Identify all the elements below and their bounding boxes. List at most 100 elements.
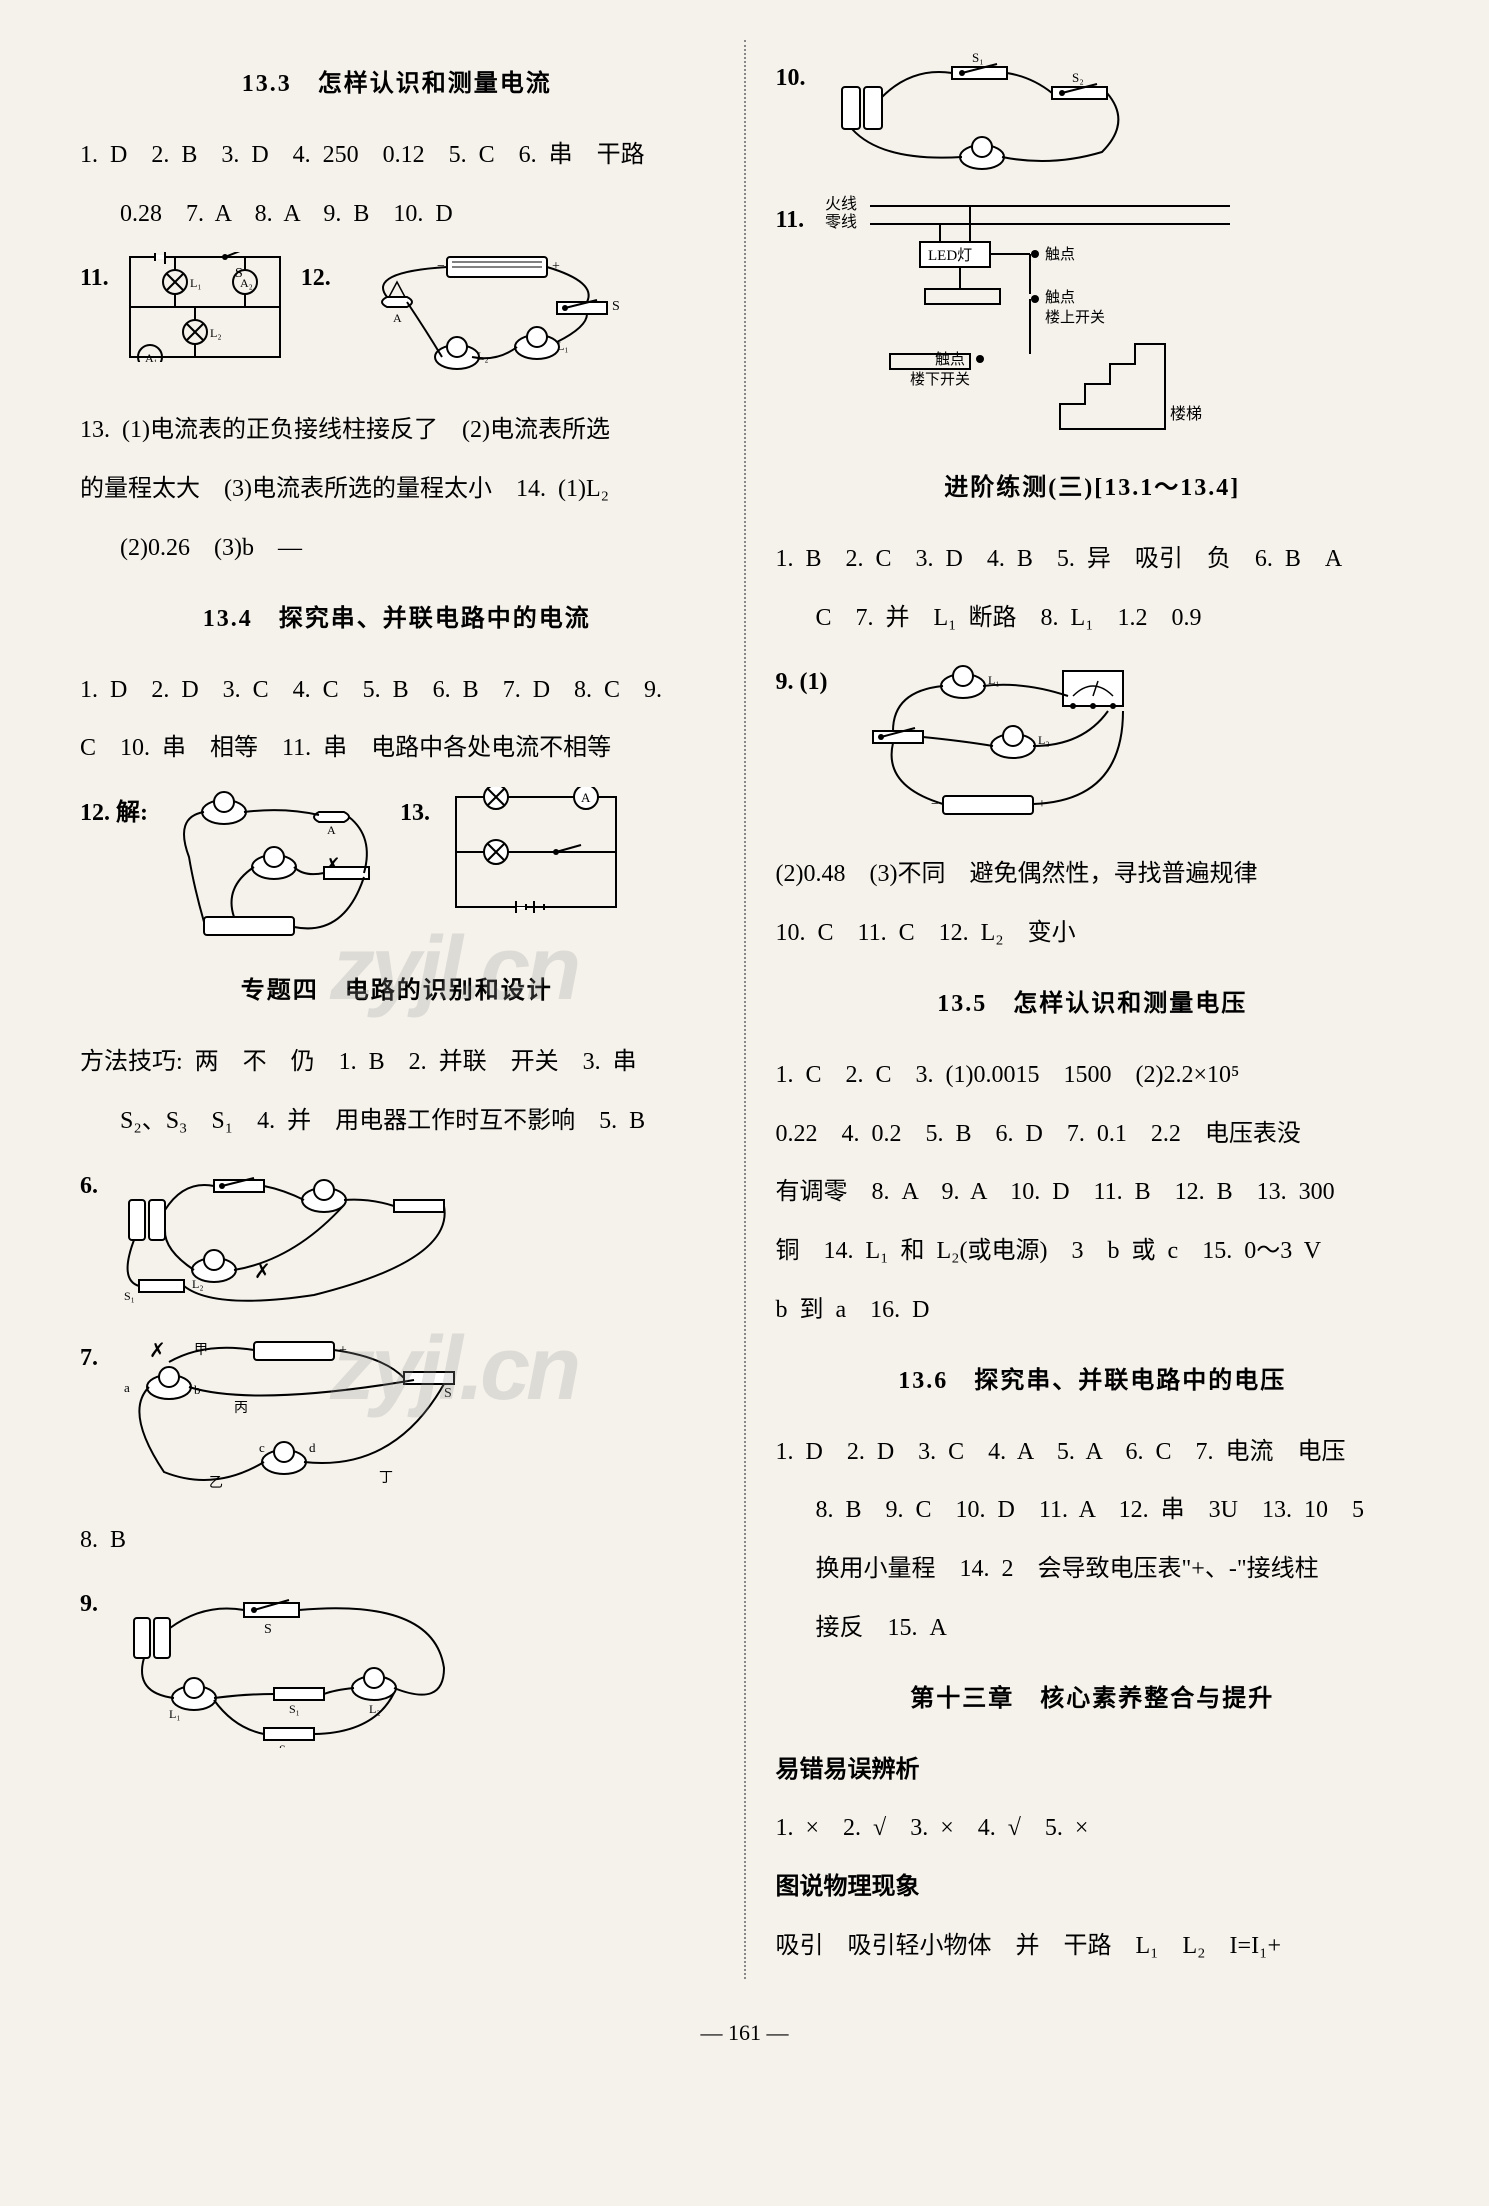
svg-text:S₂: S₂ xyxy=(279,1742,290,1748)
right-column: 10. S₁ S₂ xyxy=(776,40,1410,1979)
stairs-label: 楼梯 xyxy=(1170,405,1202,423)
circuit-diagram-q12: − + A S L₂ L₁ xyxy=(347,252,627,392)
svg-text:L₂: L₂ xyxy=(477,349,489,363)
s136-line3: 换用小量程 14. 2 会导致电压表"+、-"接线柱 xyxy=(776,1543,1410,1596)
answers-13-4-line2: C 10. 串 相等 11. 串 电路中各处电流不相等 xyxy=(80,722,714,775)
topic4-line3: 8. B xyxy=(80,1514,714,1567)
answers-13-3-line3: 13. (1)电流表的正负接线柱接反了 (2)电流表所选 xyxy=(80,404,714,457)
neutral-wire-label: 零线 xyxy=(825,213,857,231)
svg-text:A₁: A₁ xyxy=(145,351,158,362)
answers-13-3-line2: 0.28 7. A 8. A 9. B 10. D xyxy=(80,188,714,241)
svg-text:d: d xyxy=(309,1440,316,1455)
section-title-topic4: 专题四 电路的识别和设计 xyxy=(80,965,714,1018)
q7-label: 7. xyxy=(80,1332,98,1385)
svg-text:S₁: S₁ xyxy=(289,1702,300,1716)
q9-label: 9. xyxy=(80,1578,98,1631)
s136-line4: 接反 15. A xyxy=(776,1602,1410,1655)
s135-line3: 有调零 8. A 9. A 10. D 11. B 12. B 13. 300 xyxy=(776,1166,1410,1219)
circuit-diagram-134-q12: A ✗ xyxy=(164,787,384,947)
svg-text:S₁: S₁ xyxy=(972,52,984,65)
s135-line1: 1. C 2. C 3. (1)0.0015 1500 (2)2.2×10⁵ xyxy=(776,1049,1410,1102)
q11-q12-row: 11. S L₁ A₂ xyxy=(80,252,714,392)
ch13-sub2: 图说物理现象 xyxy=(776,1861,1410,1914)
topic4-q7-row: 7. ✗ 甲 − + S a b 丙 c xyxy=(80,1332,714,1502)
svg-text:✗: ✗ xyxy=(149,1340,166,1362)
ch13-line1: 1. × 2. √ 3. × 4. √ 5. × xyxy=(776,1802,1410,1855)
svg-text:a: a xyxy=(124,1380,130,1395)
svg-text:A: A xyxy=(393,311,402,325)
answers-13-3-line5: (2)0.26 (3)b — xyxy=(80,522,714,575)
test3-line3: (2)0.48 (3)不同 避免偶然性，寻找普遍规律 xyxy=(776,848,1410,901)
contact-label-1: 触点 xyxy=(1045,246,1075,263)
svg-text:乙: 乙 xyxy=(209,1475,223,1491)
q10-label-right: 10. xyxy=(776,52,806,105)
q11-label: 11. xyxy=(80,252,109,305)
svg-text:A: A xyxy=(581,790,591,805)
svg-text:−: − xyxy=(931,797,939,812)
section-title-13-4: 13.4 探究串、并联电路中的电流 xyxy=(80,593,714,646)
topic4-q9-row: 9. S L₁ S₁ L₂ xyxy=(80,1578,714,1748)
test3-title: 进阶练测(三)[13.1～13.4] xyxy=(776,462,1410,515)
q13-label-134: 13. xyxy=(400,787,430,840)
svg-text:S: S xyxy=(612,299,620,314)
topic4-line2: S₂、S₃ S₁ 4. 并 用电器工作时互不影响 5. B xyxy=(80,1095,714,1148)
stairs-diagram-q11: 火线 零线 LED灯 触点 触点 楼上开关 xyxy=(820,194,1240,444)
circuit-diagram-right-q10: S₁ S₂ xyxy=(822,52,1142,182)
svg-text:S: S xyxy=(264,1622,272,1637)
q11-label-right: 11. xyxy=(776,194,805,247)
s135-line2: 0.22 4. 0.2 5. B 6. D 7. 0.1 2.2 电压表没 xyxy=(776,1108,1410,1161)
topic4-q6-row: 6. L₂ S₁ ✗ xyxy=(80,1160,714,1320)
svg-text:L₂: L₂ xyxy=(192,1277,204,1291)
test3-line1: 1. B 2. C 3. D 4. B 5. 异 吸引 负 6. B A xyxy=(776,533,1410,586)
led-label: LED灯 xyxy=(928,247,972,264)
svg-text:S₁: S₁ xyxy=(124,1289,135,1303)
test3-q9-label: 9. (1) xyxy=(776,656,828,709)
svg-text:L₁: L₁ xyxy=(169,1707,181,1721)
circuit-diagram-topic4-q7: ✗ 甲 − + S a b 丙 c d 乙 丁 xyxy=(114,1332,474,1502)
section-title-13-3: 13.3 怎样认识和测量电流 xyxy=(80,58,714,111)
s136-line1: 1. D 2. D 3. C 4. A 5. A 6. C 7. 电流 电压 xyxy=(776,1426,1410,1479)
svg-text:S: S xyxy=(444,1386,452,1401)
ch13-sub1: 易错易误辨析 xyxy=(776,1744,1410,1797)
left-column: 13.3 怎样认识和测量电流 1. D 2. B 3. D 4. 250 0.1… xyxy=(80,40,714,1979)
fire-wire-label: 火线 xyxy=(825,195,857,213)
svg-text:丁: 丁 xyxy=(379,1471,393,1486)
circuit-diagram-test3-q9: L₁ L₂ − + xyxy=(843,656,1163,836)
answers-13-3-line1: 1. D 2. B 3. D 4. 250 0.12 5. C 6. 串 干路 xyxy=(80,129,714,182)
q6-label: 6. xyxy=(80,1160,98,1213)
svg-text:A: A xyxy=(327,823,336,837)
answers-13-3-line4: 的量程太大 (3)电流表所选的量程太小 14. (1)L₂ xyxy=(80,463,714,516)
right-q11-row: 11. 火线 零线 LED灯 触点 触点 楼上开关 xyxy=(776,194,1410,444)
svg-text:L₂: L₂ xyxy=(210,326,222,340)
ch13-line2: 吸引 吸引轻小物体 并 干路 L₁ L₂ I=I₁+ xyxy=(776,1920,1410,1973)
circuit-diagram-q11: S L₁ A₂ L₂ xyxy=(125,252,285,362)
test3-q9-row: 9. (1) L₁ L₂ xyxy=(776,656,1410,836)
q12-q13-row-134: 12. 解: A ✗ xyxy=(80,787,714,947)
up-switch-label: 楼上开关 xyxy=(1045,309,1105,326)
page-number: — 161 — xyxy=(80,2009,1409,2057)
s136-line2: 8. B 9. C 10. D 11. A 12. 串 3U 13. 10 5 xyxy=(776,1484,1410,1537)
answers-13-4-line1: 1. D 2. D 3. C 4. C 5. B 6. B 7. D 8. C … xyxy=(80,664,714,717)
ch13-title: 第十三章 核心素养整合与提升 xyxy=(776,1673,1410,1726)
contact-label-2: 触点 xyxy=(1045,289,1075,306)
svg-text:L₁: L₁ xyxy=(190,276,202,290)
page-container: 13.3 怎样认识和测量电流 1. D 2. B 3. D 4. 250 0.1… xyxy=(80,40,1409,1979)
circuit-diagram-topic4-q6: L₂ S₁ ✗ xyxy=(114,1160,454,1320)
down-switch-label: 楼下开关 xyxy=(910,371,970,388)
circuit-diagram-topic4-q9: S L₁ S₁ L₂ S₂ xyxy=(114,1578,474,1748)
s135-line4: 铜 14. L₁ 和 L₂(或电源) 3 b 或 c 15. 0～3 V xyxy=(776,1225,1410,1278)
s135-line5: b 到 a 16. D xyxy=(776,1284,1410,1337)
svg-text:c: c xyxy=(259,1440,265,1455)
svg-text:S₂: S₂ xyxy=(1072,70,1084,85)
section-title-13-6: 13.6 探究串、并联电路中的电压 xyxy=(776,1355,1410,1408)
section-title-13-5: 13.5 怎样认识和测量电压 xyxy=(776,978,1410,1031)
circuit-diagram-134-q13: A xyxy=(446,787,626,917)
svg-text:A₂: A₂ xyxy=(240,276,253,290)
test3-line2: C 7. 并 L₁ 断路 8. L₁ 1.2 0.9 xyxy=(776,592,1410,645)
svg-text:丙: 丙 xyxy=(234,1401,248,1416)
test3-line4: 10. C 11. C 12. L₂ 变小 xyxy=(776,907,1410,960)
column-divider xyxy=(744,40,746,1979)
q12-label: 12. xyxy=(301,252,331,305)
right-q10-row: 10. S₁ S₂ xyxy=(776,52,1410,182)
q12-label-134: 12. 解: xyxy=(80,787,148,840)
